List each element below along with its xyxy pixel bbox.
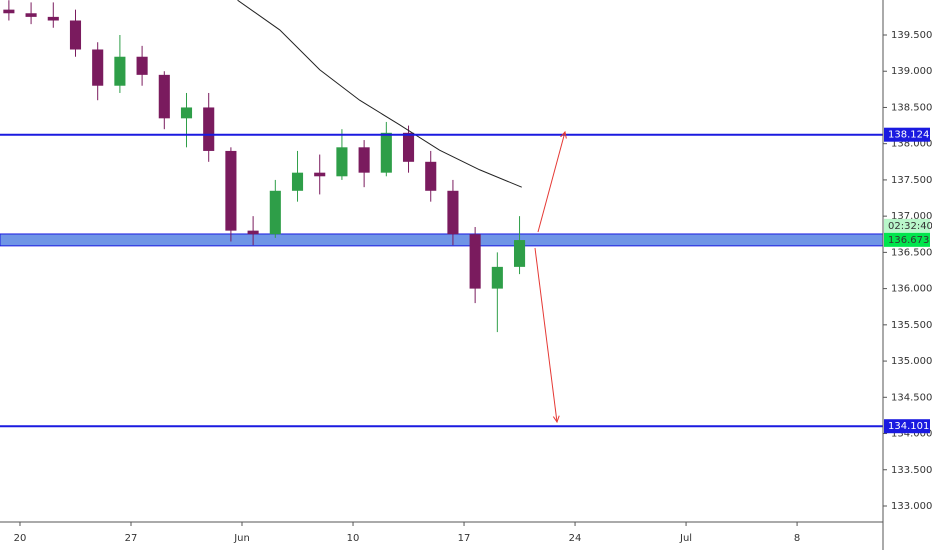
candle-body — [92, 49, 104, 86]
support-zone — [0, 233, 884, 247]
candle-body — [3, 9, 15, 14]
candle-body — [158, 74, 170, 119]
y-tick-label: 136.500 — [891, 247, 932, 258]
y-tick-label: 137.000 — [891, 211, 932, 222]
candle-body — [358, 147, 370, 173]
x-tick-label: 17 — [458, 533, 471, 544]
level-label: 134.101 — [888, 421, 929, 432]
candle-body — [247, 230, 259, 235]
level-label-box — [884, 419, 930, 434]
annotation-arrows — [534, 132, 565, 422]
candle-body — [291, 172, 304, 191]
candle-body — [469, 234, 481, 289]
candle-body — [136, 56, 148, 75]
axes: 133.000 133.500 134.000 134.500 135.000 135.5… — [14, 30, 932, 544]
candle-body — [225, 150, 237, 231]
candle-body — [180, 107, 193, 119]
y-tick-label: 136.000 — [891, 284, 932, 295]
candle-body — [69, 20, 82, 50]
y-tick-label: 135.000 — [891, 356, 932, 367]
candle-body — [114, 56, 126, 86]
level-label: 138.124 — [888, 130, 929, 141]
y-tick-label: 137.500 — [891, 175, 932, 186]
candle-body — [402, 132, 415, 162]
y-tick-label: 133.000 — [891, 501, 932, 512]
candle-body — [380, 132, 392, 173]
last-price-box — [884, 232, 930, 247]
y-tick-label: 134.000 — [891, 429, 932, 440]
plot-area — [0, 0, 884, 428]
y-tick-label: 139.500 — [891, 30, 932, 41]
candle-body — [47, 16, 59, 21]
candle-body — [425, 161, 437, 191]
x-tick-label: 24 — [569, 533, 582, 544]
x-tick-label: 27 — [125, 533, 138, 544]
candle-body — [336, 147, 348, 177]
arrow-down — [534, 247, 557, 422]
x-tick-label: Jul — [679, 533, 692, 544]
y-tick-label: 134.500 — [891, 392, 932, 403]
candle-body — [447, 190, 459, 235]
arrow-up — [537, 132, 565, 233]
y-tick-label: 138.500 — [891, 102, 932, 113]
candle-body — [269, 190, 281, 235]
candle-body — [203, 107, 215, 151]
y-tick-label: 138.000 — [891, 139, 932, 150]
x-tick-label: 20 — [14, 533, 27, 544]
y-tick-label: 135.500 — [891, 320, 932, 331]
x-tick-label: Jun — [233, 533, 250, 544]
x-tick-label: 8 — [794, 533, 800, 544]
countdown: 02:32:40 — [888, 221, 932, 232]
last-price-label: 136.673 — [888, 235, 929, 246]
candle-body — [25, 13, 37, 17]
candle-body — [491, 266, 503, 289]
candle-body — [314, 172, 326, 177]
y-tick-label: 133.500 — [891, 465, 932, 476]
y-tick-label: 139.000 — [891, 66, 932, 77]
level-label-box — [884, 127, 930, 142]
candle-body — [513, 240, 526, 267]
countdown-box — [884, 218, 930, 233]
x-tick-label: 10 — [347, 533, 360, 544]
moving-average — [237, 0, 522, 188]
